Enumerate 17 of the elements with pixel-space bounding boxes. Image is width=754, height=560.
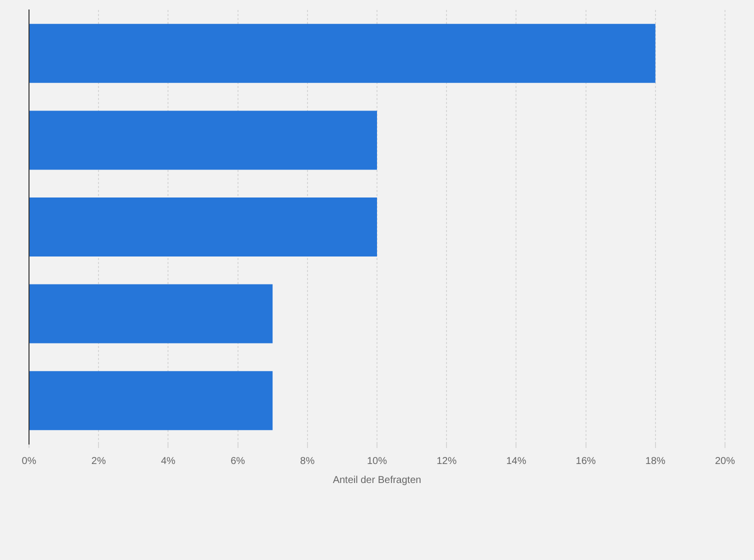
x-tick-label: 12% xyxy=(436,456,457,467)
x-tick-label: 0% xyxy=(22,456,36,467)
x-tick-label: 14% xyxy=(506,456,526,467)
x-tick-label: 18% xyxy=(645,456,666,467)
x-tick-label: 16% xyxy=(576,456,596,467)
bar xyxy=(30,24,656,83)
bar xyxy=(30,284,273,344)
x-tick-label: 10% xyxy=(366,456,388,467)
bar xyxy=(30,110,377,170)
bar xyxy=(30,197,377,257)
x-tick-label: 2% xyxy=(91,456,106,467)
x-axis-title: Anteil der Befragten xyxy=(332,474,422,486)
x-tick-label: 8% xyxy=(300,456,315,467)
bar xyxy=(30,371,273,430)
x-tick-label: 20% xyxy=(714,456,736,467)
x-tick-label: 6% xyxy=(230,456,246,467)
x-tick-label: 4% xyxy=(160,456,176,467)
